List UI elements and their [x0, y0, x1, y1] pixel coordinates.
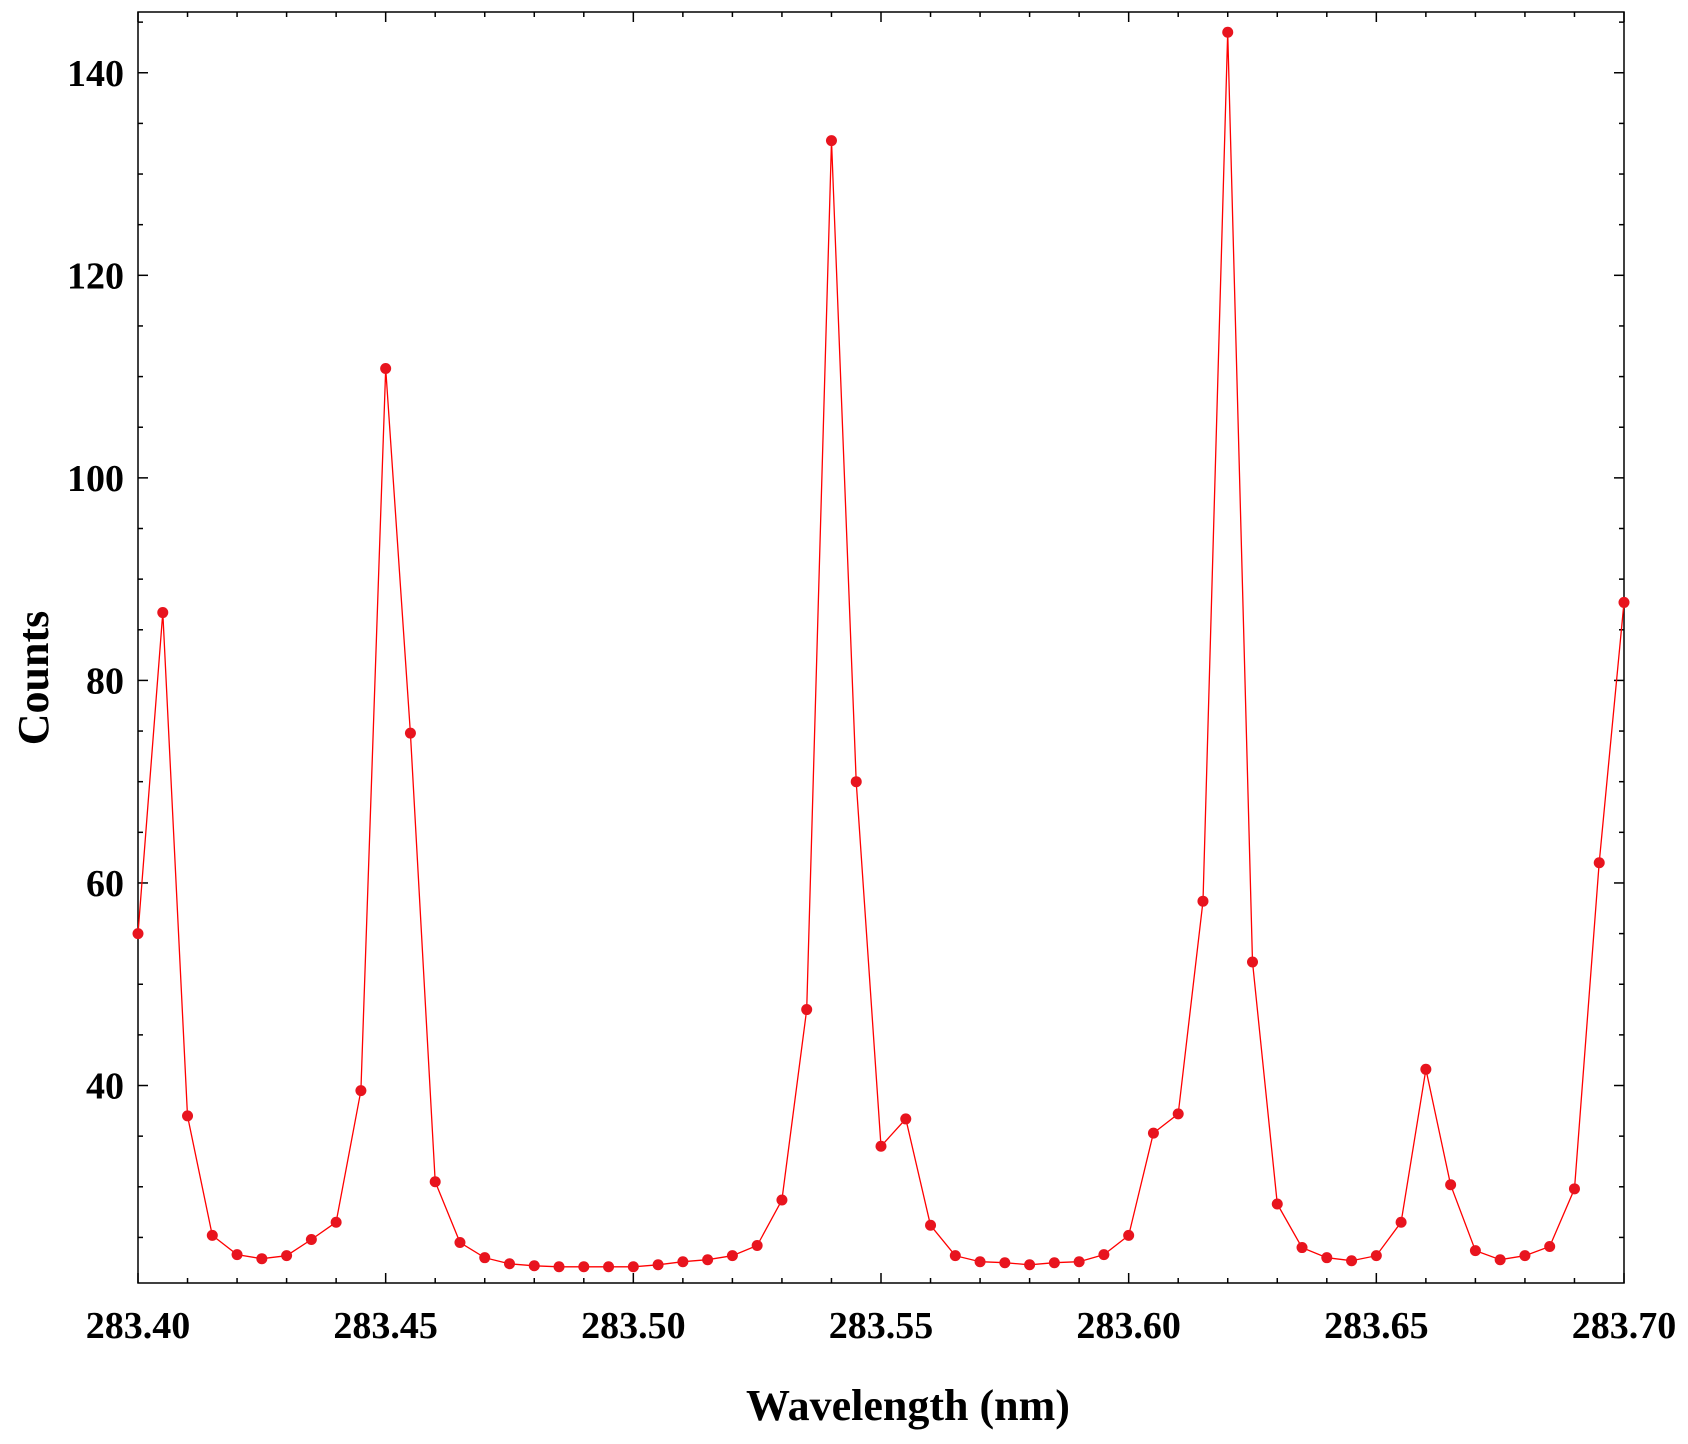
data-point: [330, 1216, 342, 1228]
data-point: [1024, 1259, 1036, 1271]
data-point: [751, 1240, 763, 1252]
y-tick-label: 80: [86, 660, 124, 702]
data-point: [1172, 1108, 1184, 1120]
data-point: [627, 1261, 639, 1273]
y-tick-label: 100: [67, 458, 124, 500]
data-point: [900, 1113, 912, 1125]
data-point: [1395, 1216, 1407, 1228]
data-point: [1123, 1229, 1135, 1241]
data-point: [1370, 1250, 1382, 1262]
data-point: [206, 1229, 218, 1241]
data-point: [404, 727, 416, 739]
data-point: [1494, 1254, 1506, 1266]
data-point: [875, 1140, 887, 1152]
series-line: [137, 32, 1625, 1268]
data-point: [256, 1253, 268, 1265]
data-point: [1346, 1255, 1358, 1267]
data-point: [999, 1257, 1011, 1269]
data-point: [1618, 596, 1630, 608]
y-tick-label: 40: [86, 1066, 124, 1108]
data-point: [380, 362, 392, 374]
data-point: [825, 135, 837, 147]
data-point: [528, 1260, 540, 1272]
data-point: [157, 607, 169, 619]
data-point: [1296, 1242, 1308, 1254]
x-tick-label: 283.50: [581, 1305, 686, 1347]
data-point: [1197, 895, 1209, 907]
x-tick-label: 283.70: [1572, 1305, 1677, 1347]
data-point: [652, 1259, 664, 1271]
x-tick-label: 283.65: [1324, 1305, 1429, 1347]
data-point: [925, 1219, 937, 1231]
y-axis-label: Counts: [9, 611, 58, 746]
data-point: [1519, 1250, 1531, 1262]
data-point: [1544, 1241, 1556, 1253]
data-point: [132, 928, 144, 940]
x-axis-label: Wavelength (nm): [746, 1381, 1070, 1430]
data-point: [603, 1261, 615, 1273]
data-point: [1593, 857, 1605, 869]
data-point: [726, 1250, 738, 1262]
data-point: [1271, 1198, 1283, 1210]
y-tick-label: 60: [86, 863, 124, 905]
data-point: [305, 1233, 317, 1245]
data-point: [1098, 1249, 1110, 1261]
series-layer: [132, 26, 1630, 1273]
data-point: [1147, 1127, 1159, 1139]
x-tick-label: 283.60: [1076, 1305, 1181, 1347]
data-point: [677, 1256, 689, 1268]
data-point: [429, 1176, 441, 1188]
data-point: [182, 1110, 194, 1122]
data-point: [776, 1194, 788, 1206]
data-point: [801, 1004, 813, 1016]
data-point: [1469, 1245, 1481, 1257]
data-point: [974, 1256, 986, 1268]
data-point: [553, 1261, 565, 1273]
y-tick-label: 120: [67, 255, 124, 297]
data-point: [1222, 26, 1234, 38]
data-point: [231, 1249, 243, 1261]
data-point: [1445, 1179, 1457, 1191]
data-point: [504, 1258, 515, 1270]
data-point: [355, 1085, 367, 1097]
x-tick-label: 283.40: [86, 1305, 191, 1347]
data-point: [702, 1254, 714, 1266]
data-point: [454, 1236, 466, 1248]
data-point: [1321, 1252, 1333, 1264]
data-point: [1420, 1063, 1432, 1075]
data-point: [850, 776, 862, 788]
data-point: [1247, 956, 1258, 968]
y-tick-label: 140: [67, 53, 124, 95]
data-point: [479, 1252, 491, 1264]
axes: 283.40 283.45 283.50 283.55 283.60 283.65 283.…: [67, 11, 1677, 1347]
data-point: [1568, 1183, 1580, 1195]
data-point: [578, 1261, 590, 1273]
data-point: [1048, 1257, 1060, 1269]
data-point: [1073, 1256, 1085, 1268]
data-point: [949, 1250, 961, 1262]
data-point: [281, 1250, 293, 1262]
x-tick-label: 283.45: [333, 1305, 438, 1347]
x-tick-label: 283.55: [829, 1305, 934, 1347]
